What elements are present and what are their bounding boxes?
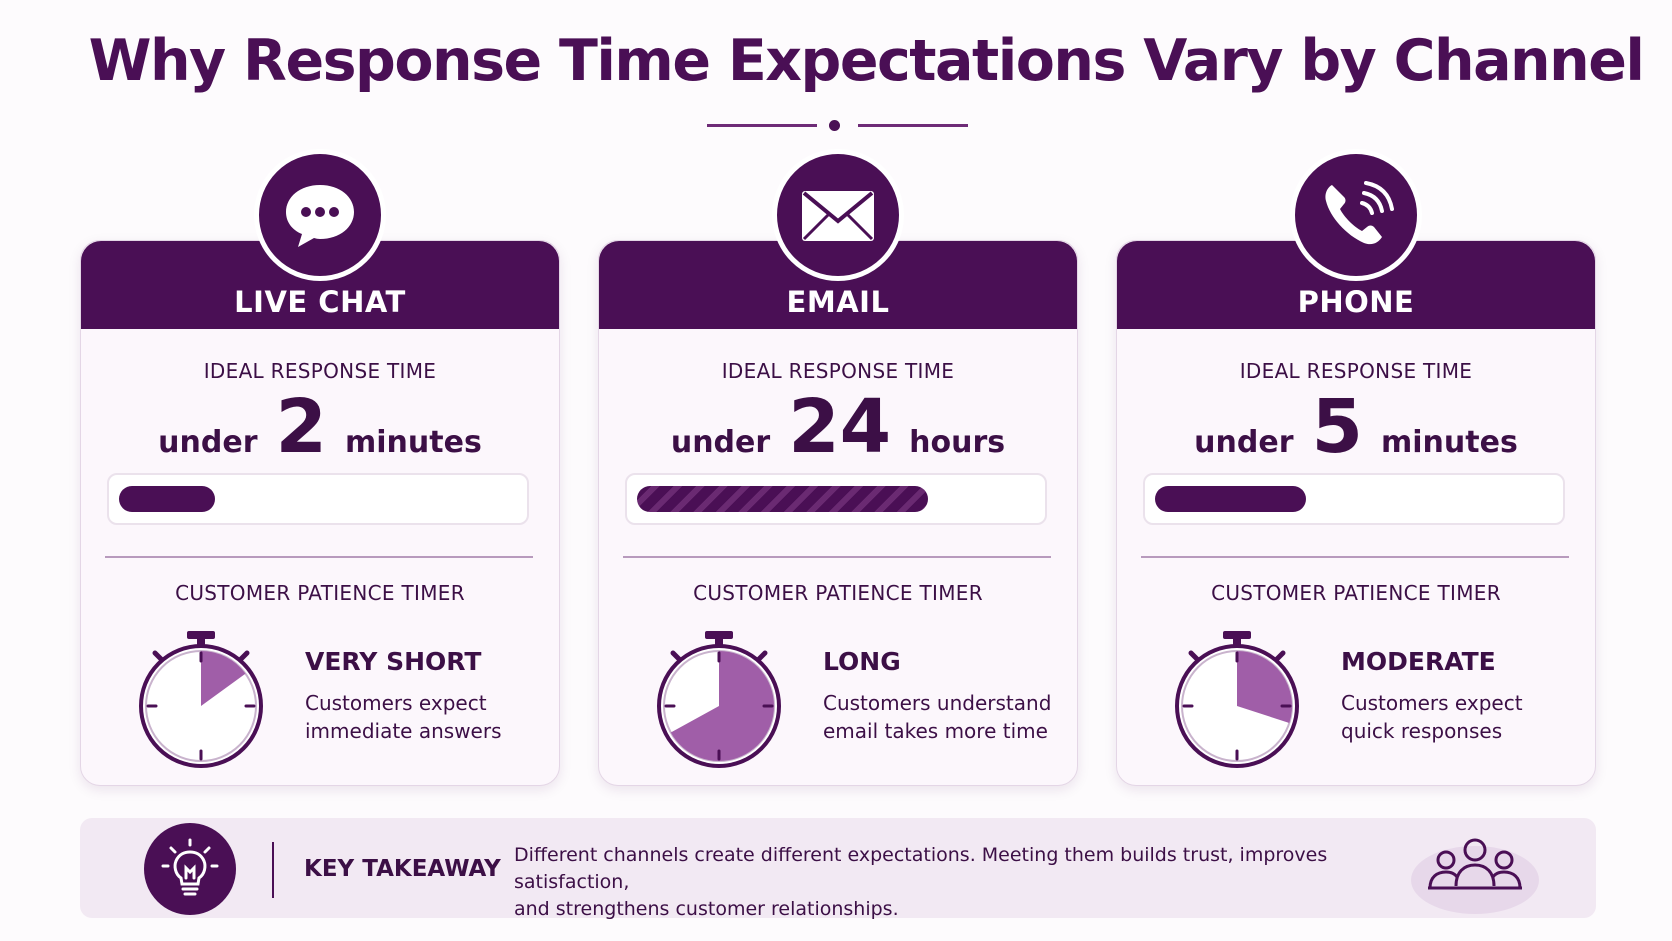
patience-wedge bbox=[201, 651, 246, 706]
patience-description: Customers expect immediate answers bbox=[305, 691, 502, 743]
response-time-bar-fill bbox=[119, 486, 215, 512]
response-time: under 24 hours bbox=[599, 387, 1077, 467]
channel-card-phone: PHONE IDEAL RESPONSE TIME under 5 minute… bbox=[1116, 149, 1596, 786]
time-value: 24 bbox=[788, 384, 892, 470]
patience-level: MODERATE bbox=[1341, 647, 1496, 676]
section-divider bbox=[623, 556, 1051, 558]
stopwatch-icon bbox=[139, 631, 263, 768]
patience-description: Customers expect quick responses bbox=[1341, 691, 1523, 743]
channel-name: EMAIL bbox=[786, 285, 890, 319]
time-prefix: under bbox=[158, 425, 258, 460]
patience-wedge bbox=[670, 651, 774, 761]
stopwatch-icon bbox=[657, 631, 781, 768]
patience-wedge bbox=[1237, 651, 1293, 723]
channel-card-email: EMAIL IDEAL RESPONSE TIME under 24 hours… bbox=[598, 149, 1078, 786]
phone-icon bbox=[1290, 149, 1422, 281]
time-value: 2 bbox=[275, 384, 328, 470]
envelope-icon bbox=[772, 149, 904, 281]
time-prefix: under bbox=[670, 425, 771, 460]
response-time: under 2 minutes bbox=[81, 387, 559, 467]
stopwatch-icon bbox=[1175, 631, 1299, 768]
patience-level: VERY SHORT bbox=[305, 647, 482, 676]
chat-bubble-icon bbox=[254, 149, 386, 281]
response-time-bar bbox=[107, 473, 529, 525]
people-group-icon bbox=[1411, 838, 1539, 914]
section-divider bbox=[105, 556, 533, 558]
patience-timer-label: CUSTOMER PATIENCE TIMER bbox=[693, 581, 983, 605]
time-unit: minutes bbox=[1381, 425, 1518, 460]
page-title: Why Response Time Expectations Vary by C… bbox=[88, 28, 1645, 94]
title-divider bbox=[0, 118, 1672, 131]
channel-name: PHONE bbox=[1297, 285, 1415, 319]
key-takeaway-banner: KEY TAKEAWAY Different channels create d… bbox=[80, 818, 1596, 920]
time-value: 5 bbox=[1311, 384, 1364, 470]
ideal-response-label: IDEAL RESPONSE TIME bbox=[721, 359, 955, 383]
takeaway-label: KEY TAKEAWAY bbox=[304, 856, 501, 882]
patience-description: Customers understand email takes more tim… bbox=[823, 691, 1052, 743]
response-time-bar bbox=[1143, 473, 1565, 525]
patience-timer-label: CUSTOMER PATIENCE TIMER bbox=[175, 581, 465, 605]
ideal-response-label: IDEAL RESPONSE TIME bbox=[1239, 359, 1473, 383]
time-unit: minutes bbox=[345, 425, 482, 460]
channel-card-live-chat: LIVE CHAT IDEAL RESPONSE TIME under 2 mi… bbox=[80, 149, 560, 786]
time-prefix: under bbox=[1194, 425, 1294, 460]
lightbulb-icon bbox=[144, 823, 236, 915]
response-time-bar-fill bbox=[1155, 486, 1306, 512]
patience-level: LONG bbox=[823, 647, 901, 676]
ideal-response-label: IDEAL RESPONSE TIME bbox=[203, 359, 437, 383]
time-unit: hours bbox=[909, 425, 1006, 460]
channel-name: LIVE CHAT bbox=[234, 285, 406, 319]
section-divider bbox=[1141, 556, 1569, 558]
response-time-bar-fill bbox=[637, 486, 928, 512]
response-time: under 5 minutes bbox=[1117, 387, 1595, 467]
response-time-bar bbox=[625, 473, 1047, 525]
takeaway-text: Different channels create different expe… bbox=[514, 844, 1328, 920]
takeaway-separator bbox=[272, 842, 274, 898]
patience-timer-label: CUSTOMER PATIENCE TIMER bbox=[1211, 581, 1501, 605]
